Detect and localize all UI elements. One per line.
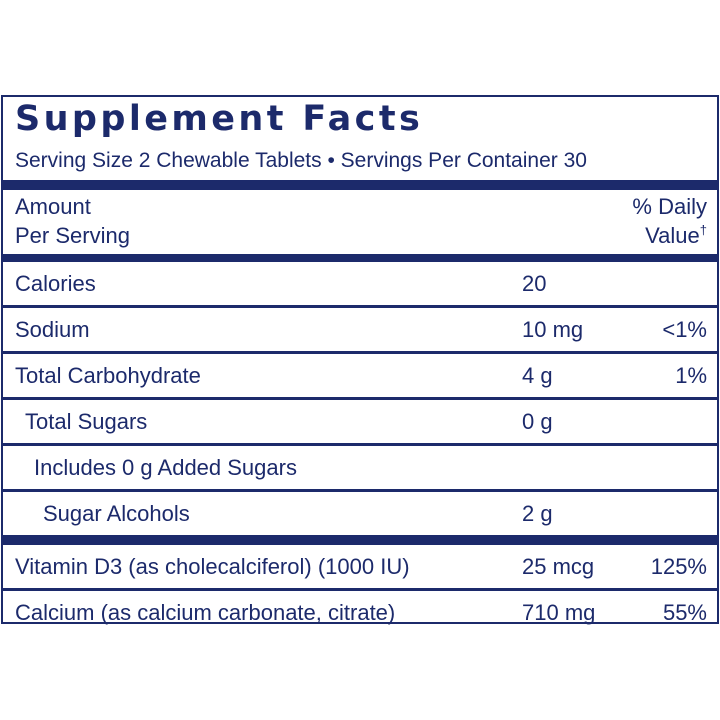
header-line: % Daily	[632, 194, 707, 219]
nutrient-row: Total Carbohydrate 4 g 1%	[3, 354, 717, 397]
daily-value: <1%	[662, 317, 707, 342]
amount: 2 g	[522, 501, 553, 526]
nutrient-row: Sugar Alcohols 2 g	[3, 492, 717, 535]
thin-rule	[3, 443, 717, 446]
amount: 710 mg	[522, 600, 596, 625]
subtitle: Serving Size 2 Chewable Tablets • Servin…	[15, 149, 587, 172]
nutrient-row: Calories 20	[3, 262, 717, 305]
thick-rule	[3, 180, 717, 190]
nutrient-name: Total Carbohydrate	[15, 363, 201, 388]
thin-rule	[3, 305, 717, 308]
daily-value: 125%	[650, 554, 707, 579]
dagger: †	[699, 222, 707, 238]
header-line: Per Serving	[15, 223, 130, 248]
header-text: Value	[645, 223, 700, 248]
nutrient-row: Includes 0 g Added Sugars	[3, 446, 717, 489]
nutrient-name: Vitamin D3 (as cholecalciferol) (1000 IU…	[15, 554, 410, 579]
amount: 25 mcg	[522, 554, 595, 579]
header-line: Amount	[15, 194, 91, 219]
nutrient-name: Sugar Alcohols	[43, 501, 190, 526]
nutrient-name: Includes 0 g Added Sugars	[34, 455, 297, 480]
nutrient-name: Sodium	[15, 317, 90, 342]
amount: 4 g	[522, 363, 553, 388]
thick-rule	[3, 535, 717, 545]
amount: 20	[522, 271, 547, 296]
daily-value-header: % Daily Value†	[632, 192, 707, 250]
amount: 10 mg	[522, 317, 584, 342]
thick-rule	[3, 254, 717, 262]
nutrient-name: Total Sugars	[25, 409, 148, 434]
supplement-facts-panel: Supplement Facts Serving Size 2 Chewable…	[1, 95, 719, 625]
thin-rule	[3, 588, 717, 591]
nutrient-row: Sodium 10 mg <1%	[3, 308, 717, 351]
nutrient-name: Calories	[15, 271, 96, 296]
nutrient-row: Vitamin D3 (as cholecalciferol) (1000 IU…	[3, 545, 717, 588]
amount-header: Amount Per Serving	[15, 192, 130, 250]
column-header: Amount Per Serving % Daily Value†	[3, 192, 717, 254]
title: Supplement Facts	[15, 99, 424, 139]
nutrient-row: Total Sugars 0 g	[3, 400, 717, 443]
amount: 0 g	[522, 409, 553, 434]
nutrient-row: Calcium (as calcium carbonate, citrate) 7…	[3, 591, 717, 634]
thin-rule	[3, 397, 717, 400]
nutrient-name: Calcium (as calcium carbonate, citrate)	[15, 600, 396, 625]
thin-rule	[3, 351, 717, 354]
header-line: Value†	[632, 221, 707, 250]
daily-value: 55%	[662, 600, 707, 625]
daily-value: 1%	[675, 363, 707, 388]
thin-rule	[3, 489, 717, 492]
